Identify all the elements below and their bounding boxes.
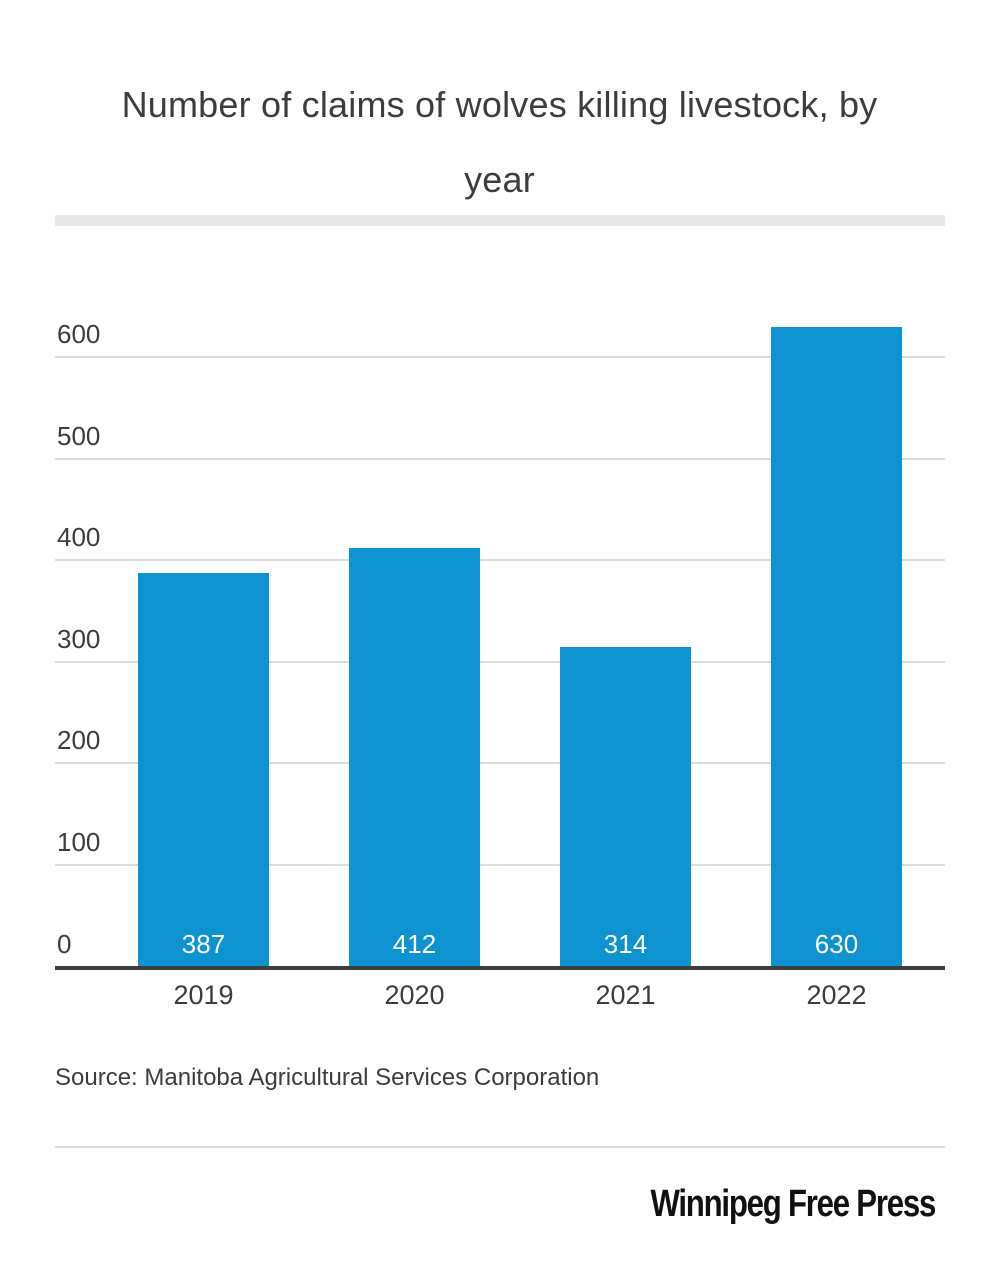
y-axis-zero-label: 0 xyxy=(57,929,72,959)
title-divider xyxy=(55,215,945,226)
publisher-logo: Winnipeg Free Press xyxy=(650,1183,936,1225)
y-axis-tick-label-600: 600 xyxy=(57,319,101,349)
chart-title-line2: year xyxy=(464,159,535,200)
y-axis-tick-label-100: 100 xyxy=(57,827,101,857)
bar-2020 xyxy=(349,548,480,966)
y-axis-tick-label-200: 200 xyxy=(57,725,101,755)
chart-title-line1: Number of claims of wolves killing lives… xyxy=(121,84,878,125)
bar-2022 xyxy=(771,327,902,966)
gridline-200 xyxy=(55,762,945,764)
x-axis-category-label-2019: 2019 xyxy=(173,980,234,1010)
source-attribution: Source: Manitoba Agricultural Services C… xyxy=(55,1064,600,1091)
bar-value-label-2020: 412 xyxy=(392,929,437,959)
plot-area: 0 100 200 300 400 500 600 387 2019 412 2020 314 202… xyxy=(55,319,945,1020)
gridline-300 xyxy=(55,661,945,663)
x-axis-category-label-2020: 2020 xyxy=(384,980,445,1010)
bar-2021 xyxy=(560,647,691,966)
bar-value-label-2021: 314 xyxy=(603,929,648,959)
chart-title: Number of claims of wolves killing lives… xyxy=(42,67,957,217)
x-axis-category-label-2022: 2022 xyxy=(806,980,867,1010)
y-axis-tick-label-500: 500 xyxy=(57,421,101,451)
bar-2019 xyxy=(138,573,269,966)
gridline-600 xyxy=(55,356,945,358)
footer-divider xyxy=(55,1146,945,1148)
gridline-500 xyxy=(55,458,945,460)
x-axis-category-label-2021: 2021 xyxy=(595,980,656,1010)
gridline-400 xyxy=(55,559,945,561)
gridline-100 xyxy=(55,864,945,866)
y-axis-tick-label-300: 300 xyxy=(57,624,101,654)
y-axis-tick-label-400: 400 xyxy=(57,522,101,552)
bar-value-label-2022: 630 xyxy=(814,929,859,959)
bar-value-label-2019: 387 xyxy=(181,929,226,959)
x-axis-line xyxy=(55,966,945,970)
